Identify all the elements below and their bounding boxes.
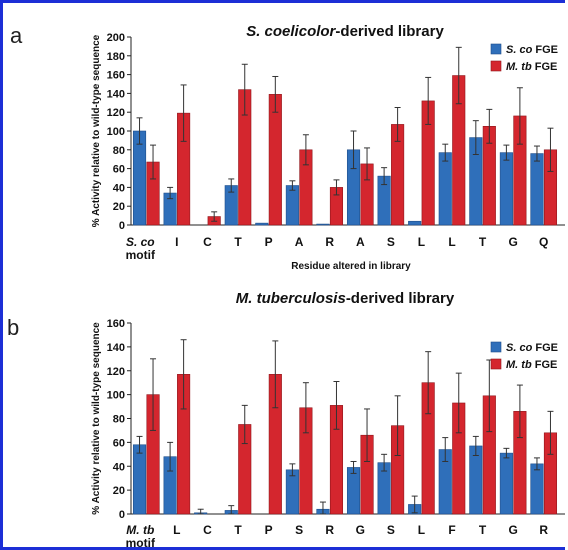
legend-swatch-m-tb [490, 60, 502, 72]
y-tick-label: 140 [107, 88, 125, 100]
x-category-label: T [234, 235, 242, 249]
y-tick-label: 100 [107, 390, 125, 402]
y-tick-label: 20 [113, 201, 125, 213]
y-tick-label: 0 [119, 509, 125, 521]
y-tick-label: 60 [113, 164, 125, 176]
y-tick-label: 160 [107, 70, 125, 82]
x-category-label-line2: motif [126, 248, 156, 262]
chart-title-italic: S. coelicolor [246, 23, 336, 40]
bar-s-co [530, 153, 544, 226]
x-category-label: R [539, 523, 548, 537]
chart-title-rest: -derived library [335, 23, 444, 40]
x-category-label: A [356, 235, 365, 249]
x-axis-label: Residue altered in library [291, 261, 411, 272]
x-category-label: S [387, 235, 395, 249]
legend-label-s-co: S. co FGE [506, 44, 558, 56]
x-category-label: S. co [126, 235, 155, 249]
x-category-label: R [325, 235, 334, 249]
bar-s-co [530, 463, 544, 515]
x-category-label: P [265, 523, 273, 537]
legend-label-rest: FGE [535, 44, 558, 56]
y-tick-label: 160 [107, 318, 125, 330]
y-tick-label: 0 [119, 220, 125, 232]
legend-label-s-co: S. co FGE [506, 342, 558, 354]
chart-title: S. coelicolor-derived library [246, 23, 444, 40]
x-category-label: R [325, 523, 334, 537]
y-axis-label: % Activity relative to wild-type sequenc… [91, 322, 102, 515]
x-category-label-line2: motif [126, 536, 156, 547]
x-category-label: Q [539, 235, 548, 249]
bar-s-co [255, 222, 269, 226]
x-category-label: T [234, 523, 242, 537]
chart-title-rest: -derived library [346, 290, 455, 307]
y-tick-label: 40 [113, 461, 125, 473]
y-tick-label: 20 [113, 485, 125, 497]
legend-label-m-tb: M. tb FGE [506, 359, 557, 371]
bar-s-co [132, 444, 147, 515]
legend-label-rest: FGE [535, 61, 558, 73]
legend-swatch-s-co [490, 341, 502, 353]
figure-canvas: a b S. coelicolor-derived library0204060… [7, 23, 565, 547]
bar-s-co [469, 445, 483, 515]
x-category-label: I [175, 235, 178, 249]
panel-label-b: b [7, 315, 19, 340]
x-category-label: P [265, 235, 273, 249]
bar-s-co [499, 452, 513, 515]
y-tick-label: 100 [107, 126, 125, 138]
chart-title-italic: M. tuberculosis [236, 290, 346, 307]
y-tick-label: 60 [113, 437, 125, 449]
legend-label-rest: FGE [535, 359, 558, 371]
x-category-label: T [479, 235, 487, 249]
x-category-label: L [418, 235, 425, 249]
chart-panel-a: S. coelicolor-derived library 0 20 40 60 80 10… [91, 23, 565, 272]
legend-label-m-tb: M. tb FGE [506, 61, 557, 73]
bar-s-co [285, 185, 299, 226]
x-category-label: A [295, 235, 304, 249]
x-category-label: L [418, 523, 425, 537]
chart-title: M. tuberculosis-derived library [236, 290, 455, 307]
x-category-label: L [173, 523, 180, 537]
bar-s-co [408, 220, 422, 226]
y-tick-label: 40 [113, 182, 125, 194]
y-tick-label: 80 [113, 145, 125, 157]
bar-s-co [346, 467, 361, 515]
bar-s-co [499, 152, 513, 226]
bar-s-co [316, 223, 330, 226]
bar-s-co [438, 152, 452, 226]
x-category-label: L [448, 235, 455, 249]
y-axis-label: % Activity relative to wild-type sequenc… [91, 34, 102, 227]
y-tick-label: 80 [113, 414, 125, 426]
x-category-label: C [203, 523, 212, 537]
bar-s-co [285, 469, 299, 515]
x-category-label: G [508, 235, 517, 249]
legend-swatch-s-co [490, 43, 502, 55]
legend-label-rest: FGE [535, 342, 558, 354]
y-tick-label: 120 [107, 107, 125, 119]
y-tick-label: 180 [107, 51, 125, 63]
legend-label-italic: S. co [506, 342, 535, 354]
bar-m-tb [268, 94, 282, 226]
x-category-label: S [295, 523, 303, 537]
legend-label-italic: M. tb [506, 359, 535, 371]
bar-s-co [132, 130, 147, 226]
legend-swatch-m-tb [490, 358, 502, 370]
x-category-label: C [203, 235, 212, 249]
chart-panel-b: M. tuberculosis-derived library 0 20 40 60 80… [91, 290, 565, 547]
panel-label-a: a [10, 23, 23, 48]
y-tick-label: 200 [107, 32, 125, 44]
x-category-label: F [448, 523, 455, 537]
legend-label-italic: S. co [506, 44, 535, 56]
x-category-label: T [479, 523, 487, 537]
y-tick-label: 140 [107, 342, 125, 354]
x-category-label: S [387, 523, 395, 537]
x-category-label: G [508, 523, 517, 537]
legend-label-italic: M. tb [506, 61, 535, 73]
x-category-label: M. tb [126, 523, 154, 537]
x-category-label: G [356, 523, 365, 537]
y-tick-label: 120 [107, 366, 125, 378]
